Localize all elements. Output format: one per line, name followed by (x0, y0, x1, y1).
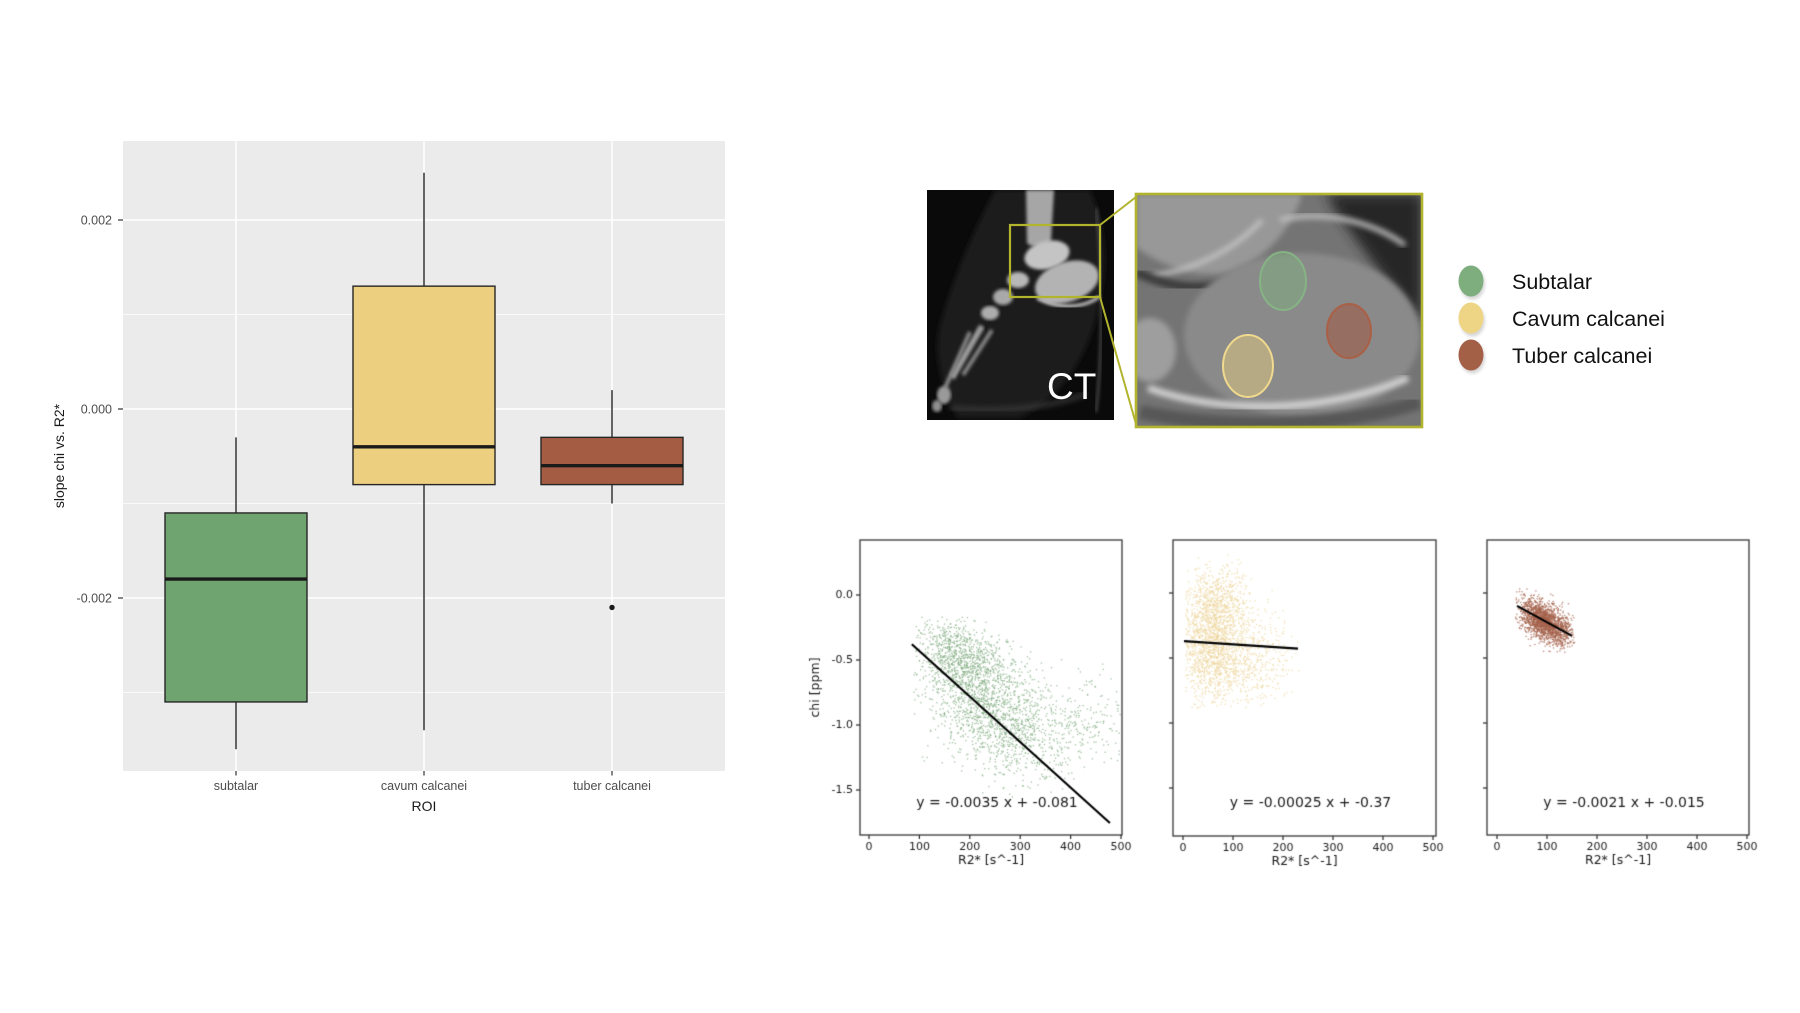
y-tick-label: 0.000 (81, 402, 112, 416)
roi-cavum-calcanei (1222, 334, 1274, 398)
x-tick-label: cavum calcanei (381, 779, 467, 793)
legend-item-cavum-calcanei: Cavum calcanei (1458, 302, 1665, 337)
scatter-plots (700, 460, 1800, 880)
legend-label-subtalar: Subtalar (1512, 270, 1592, 294)
x-tick-label: tuber calcanei (573, 779, 651, 793)
ct-callout-rect (1008, 223, 1102, 299)
y-tick-label: -0.002 (77, 591, 112, 605)
legend-item-subtalar: Subtalar (1458, 265, 1592, 300)
ct-zoomed-image (1134, 192, 1424, 429)
outlier-point (609, 604, 615, 611)
legend-label-tuber-calcanei: Tuber calcanei (1512, 344, 1652, 368)
boxplot-x-axis-title: ROI (412, 798, 437, 814)
roi-subtalar (1259, 251, 1307, 311)
legend-swatch-tuber-calcanei (1458, 339, 1484, 371)
boxplot-figure: 0.002 0.000 -0.002 subtalar cavum calcanei tu… (51, 141, 725, 814)
roi-legend: Subtalar Cavum calcanei Tuber calcanei (1458, 265, 1665, 374)
box-subtalar (164, 512, 308, 703)
roi-tuber-calcanei (1326, 303, 1372, 359)
y-tick-label: 0.002 (81, 213, 112, 227)
box-cavum-calcanei (352, 285, 496, 486)
ct-modality-label: CT (1047, 366, 1096, 407)
ct-small-image: CT (927, 190, 1114, 420)
legend-swatch-cavum-calcanei (1458, 302, 1484, 334)
ct-callout-line-bottom (1099, 296, 1137, 425)
ct-figure: CT (927, 190, 1665, 429)
boxplot-panel: 0.002 0.000 -0.002 subtalar cavum calcanei tu… (77, 141, 725, 793)
ct-callout-line-top (1099, 196, 1137, 226)
legend-label-cavum-calcanei: Cavum calcanei (1512, 307, 1665, 331)
legend-item-tuber-calcanei: Tuber calcanei (1458, 339, 1652, 374)
x-tick-label: subtalar (214, 779, 258, 793)
legend-swatch-subtalar (1458, 265, 1484, 297)
box-tuber-calcanei (540, 436, 684, 486)
boxplot-y-axis-title: slope chi vs. R2* (51, 403, 67, 508)
